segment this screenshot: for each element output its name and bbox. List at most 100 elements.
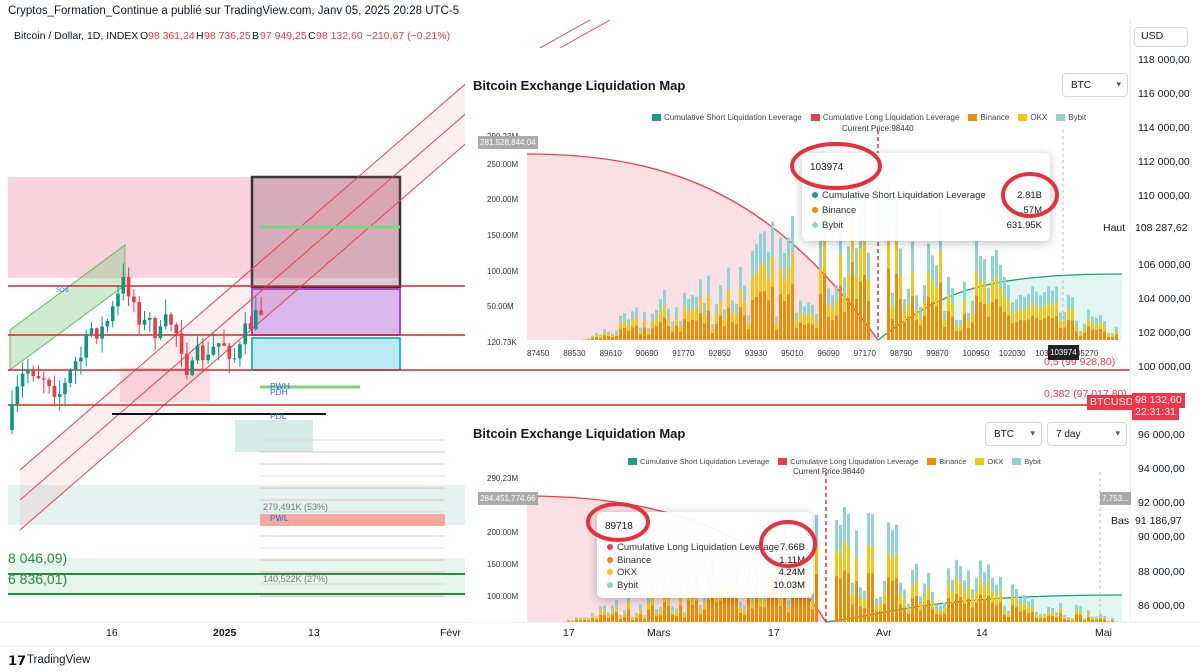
liquidation-bar [583, 617, 586, 619]
liquidation-bar [683, 292, 686, 307]
liquidation-bar [663, 289, 666, 305]
liquidation-bar [943, 602, 946, 609]
dropdown-caret: ▾ [1030, 428, 1035, 438]
liquidation-bar [707, 599, 710, 622]
liquidation-bar [1095, 618, 1098, 620]
legend-item[interactable]: Cumulative Short Liquidation Leverage [628, 455, 769, 468]
x-tick-label: 88530 [563, 349, 586, 358]
liquidation-bar [627, 330, 630, 340]
liquidation-bar [615, 606, 618, 613]
dropdown[interactable]: BTC ▾ [1062, 73, 1128, 97]
legend-item[interactable]: Cumulative Long Liquidation Leverage [810, 111, 959, 124]
liquidation-bar [919, 307, 922, 317]
liquidation-bar [1015, 607, 1018, 622]
liquidation-bar [887, 522, 890, 553]
tooltip-row-value: 10.03M [773, 579, 805, 591]
liquidation-bar [959, 566, 962, 583]
liquidation-bar [755, 273, 758, 297]
liquidation-bar [787, 600, 790, 607]
liquidation-bar [675, 615, 678, 622]
liquidation-bar [647, 328, 650, 332]
liquidation-bar [1071, 320, 1074, 340]
liquidation-bar [607, 615, 610, 618]
liquidation-bar [979, 281, 982, 303]
price-tick-label: 104 000,00 [1138, 292, 1191, 305]
liquidation-bar [1095, 619, 1098, 622]
legend-item[interactable]: OKX [975, 455, 1003, 468]
candle [179, 333, 184, 354]
liquidation-bar [607, 612, 610, 616]
time-tick-label: Mai [1095, 627, 1112, 639]
liquidation-bar [715, 323, 718, 340]
liquidation-bar [751, 600, 754, 609]
liquidation-bar [931, 301, 934, 340]
liquidation-bar [1039, 616, 1042, 619]
dropdown[interactable]: BTC ▾ [985, 422, 1042, 446]
price-tick-label: 118 000,00 [1138, 54, 1190, 66]
liquidation-bar [731, 312, 734, 323]
time-tick-label: Mars [647, 627, 671, 639]
liquidation-bar [703, 602, 706, 610]
liquidation-bar [1059, 320, 1062, 328]
legend-item[interactable]: Cumulative Short Liquidation Leverage [652, 111, 802, 124]
legend-item[interactable]: Bybit [1056, 111, 1086, 124]
liquidation-bar [971, 607, 974, 622]
liquidation-bar [1011, 302, 1014, 314]
liquidation-bar [775, 323, 778, 330]
liquidation-bar [1043, 292, 1046, 307]
legend-item[interactable]: Binance [927, 455, 966, 468]
liquidation-bar [643, 615, 646, 618]
legend-item[interactable]: Cumulative Long Liquidation Leverage [778, 455, 918, 468]
liquidation-bar [707, 294, 710, 312]
liquidation-bar [731, 322, 734, 340]
liquidation-bar [815, 514, 818, 548]
liquidation-bar [871, 573, 874, 622]
zone [120, 368, 210, 402]
legend-item[interactable]: Bybit [1012, 455, 1041, 468]
legend-item[interactable]: OKX [1018, 111, 1047, 124]
dropdown[interactable]: 7 day ▾ [1047, 422, 1127, 446]
candle [211, 346, 216, 355]
liquidation-bar [1111, 335, 1114, 338]
liquidation-bar [855, 530, 858, 559]
liquidation-bar [655, 616, 658, 622]
liquidation-bar [951, 288, 954, 304]
liquidation-bar [795, 327, 798, 340]
liquidation-bar [935, 609, 938, 615]
liquidation-bar [595, 619, 598, 622]
tooltip-row-value: 2.81B [1017, 190, 1042, 201]
liquidation-bar [647, 601, 650, 610]
liquidation-bar [1075, 610, 1078, 615]
liquidation-bar [927, 243, 930, 273]
liquidation-bar [1083, 620, 1086, 622]
liquidation-bar [875, 598, 878, 606]
liquidation-bar [619, 617, 622, 619]
liquidation-bar [1015, 598, 1018, 608]
liquidation-bar [1059, 312, 1062, 321]
liquidation-bar [1039, 308, 1042, 320]
liquidation-bar [979, 255, 982, 282]
liquidation-bar [983, 572, 986, 588]
liquidation-bar [683, 318, 686, 340]
liquidation-bar [775, 585, 778, 622]
liquidation-bar [1111, 333, 1114, 336]
currency-label: USD [1141, 30, 1164, 42]
liquidation-bar [863, 607, 866, 622]
liquidation-bar [955, 319, 958, 326]
legend-item[interactable]: Binance [968, 111, 1009, 124]
liquidation-bar [1063, 617, 1066, 619]
liquidation-bar [991, 578, 994, 592]
liquidation-bar [815, 573, 818, 622]
liquidation-bar [1035, 291, 1038, 307]
ohlc-value: 98 132,60 [316, 30, 363, 42]
liquidation-bar [763, 263, 766, 292]
liquidation-bar [615, 600, 618, 607]
candle [42, 378, 46, 380]
liquidation-bar [891, 307, 894, 319]
currency-button[interactable]: USD [1134, 27, 1188, 47]
liquidation-bar [859, 281, 862, 340]
liquidation-bar [923, 301, 926, 316]
peak-badge: 281,528,844.04 [478, 136, 538, 149]
liquidation-bar [991, 256, 994, 282]
liquidation-bar [611, 337, 614, 340]
